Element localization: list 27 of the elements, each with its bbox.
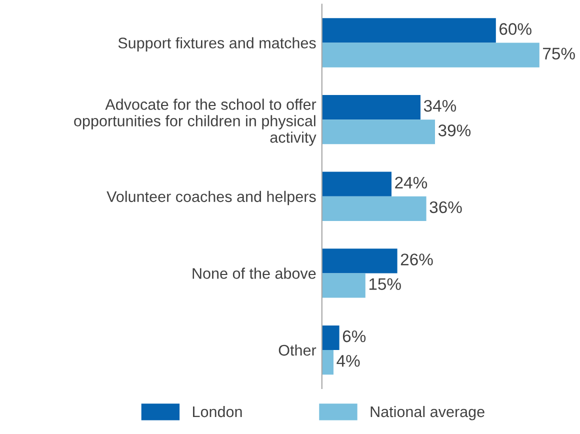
data-label: 34% bbox=[424, 100, 456, 112]
bar bbox=[322, 325, 340, 350]
bar bbox=[322, 273, 366, 298]
data-label: 15% bbox=[369, 278, 401, 290]
data-label: 60% bbox=[500, 23, 532, 35]
data-label: 4% bbox=[336, 355, 360, 367]
data-label: 39% bbox=[438, 124, 471, 136]
y-tick-label: Advocate for the school to offer opportunities for children in physical activity bbox=[74, 98, 316, 146]
data-label: 75% bbox=[543, 48, 575, 60]
legend-label: National average bbox=[370, 406, 484, 420]
bar bbox=[322, 94, 420, 120]
bar bbox=[322, 18, 496, 43]
bar bbox=[322, 350, 334, 375]
data-label: 26% bbox=[400, 254, 433, 266]
y-tick-label: Volunteer coaches and helpers bbox=[106, 190, 316, 206]
y-tick-label: Support fixtures and matches bbox=[118, 37, 316, 52]
bar bbox=[322, 196, 426, 221]
data-label: 24% bbox=[395, 176, 428, 189]
legend-label: London bbox=[193, 406, 242, 418]
bar bbox=[322, 172, 392, 196]
bar bbox=[322, 42, 540, 68]
bar bbox=[322, 248, 398, 274]
y-tick-label: Other bbox=[278, 344, 316, 356]
data-label: 36% bbox=[430, 201, 462, 214]
bar bbox=[322, 120, 435, 144]
y-tick-label: None of the above bbox=[192, 268, 316, 279]
data-label: 6% bbox=[342, 330, 366, 342]
